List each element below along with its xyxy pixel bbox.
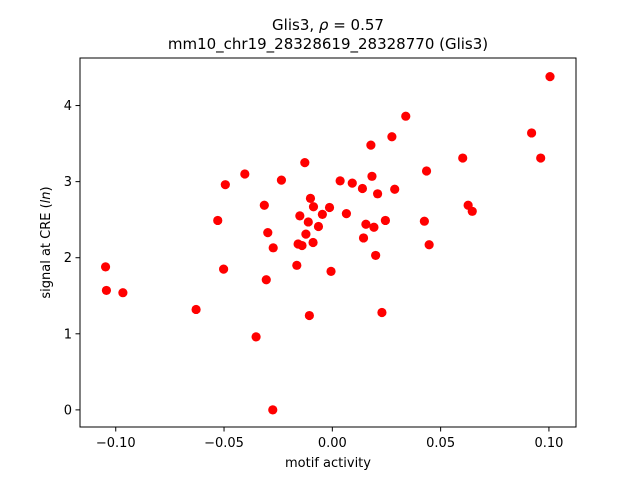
y-axis-ticks: 0 1 2 3 4 [64,99,80,418]
data-point [377,307,387,318]
data-point [268,405,278,415]
data-point [357,183,368,194]
data-point [251,332,261,342]
axes-background [80,58,576,427]
data-point [259,200,269,210]
data-point [300,158,310,168]
data-point [326,266,336,277]
data-point [301,229,311,239]
data-point [387,132,397,142]
data-point [390,184,400,194]
data-point [219,264,229,274]
data-point [191,304,201,315]
data-point [308,237,318,248]
data-points [100,72,555,415]
data-point [458,153,468,163]
data-point [101,285,112,296]
x-axis-label: motif activity [285,456,371,471]
data-point [240,169,250,179]
data-point [401,111,411,121]
data-point [304,310,314,321]
y-tick-label: 2 [64,251,72,266]
data-point [100,262,111,272]
x-axis-ticks: −0.10 −0.05 0.00 0.05 0.10 [96,427,563,451]
data-point [347,178,357,188]
plot-area [79,57,577,428]
data-point [467,206,477,216]
data-point [220,180,230,190]
x-tick-label: 0.05 [426,436,455,451]
y-tick-label: 1 [64,327,72,342]
axes-frame [79,57,577,428]
data-point [419,216,429,226]
data-point [292,260,302,270]
data-point [317,209,327,219]
data-point [424,240,434,250]
data-point [367,171,377,181]
x-tick-label: −0.10 [96,436,136,451]
chart-title-line2: mm10_chr19_28328619_28328770 (Glis3) [168,35,488,54]
data-point [118,288,128,298]
data-point [305,193,316,203]
data-point [361,219,371,229]
data-point [366,140,376,150]
data-point [371,250,381,261]
data-point [308,202,319,212]
data-point [358,233,369,243]
data-point [297,240,307,251]
data-point [324,202,335,213]
data-point [527,128,537,138]
data-point [276,175,287,185]
data-point [373,189,383,199]
data-point [335,176,345,186]
data-point [545,72,555,82]
x-tick-label: 0.00 [318,436,347,451]
y-tick-label: 4 [64,99,72,114]
data-point [536,153,546,163]
data-point [341,208,352,219]
data-point [261,275,271,285]
data-point [263,228,273,238]
data-point [268,243,278,253]
chart-title-line1: Glis3, ρ = 0.57 [272,16,384,34]
y-axis-label: signal at CRE (ln) [39,186,54,298]
data-point [303,217,313,227]
data-point [369,222,379,232]
x-tick-label: −0.05 [204,436,244,451]
data-point [313,221,324,232]
data-point [213,215,223,226]
y-tick-label: 0 [64,403,72,418]
data-point [421,166,432,176]
data-point [380,215,390,226]
y-tick-label: 3 [64,175,72,190]
x-tick-label: 0.10 [534,436,563,451]
data-point [295,211,305,221]
